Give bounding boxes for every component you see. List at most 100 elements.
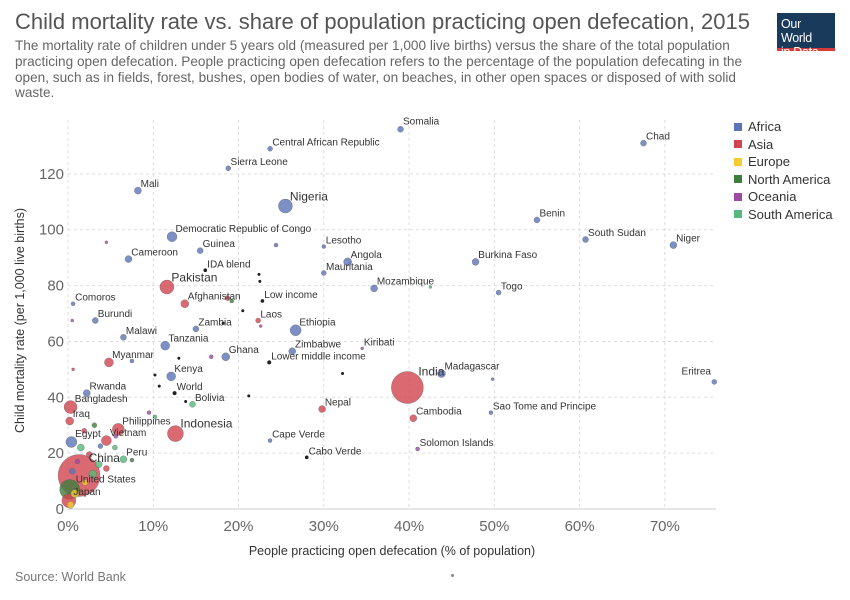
point-malawi[interactable] bbox=[120, 334, 127, 341]
point-kiribati[interactable] bbox=[360, 346, 364, 351]
point-solomon-islands[interactable] bbox=[415, 446, 420, 452]
point[interactable] bbox=[81, 479, 89, 486]
point-chad[interactable] bbox=[640, 139, 647, 147]
point-kenya[interactable] bbox=[166, 371, 176, 382]
point[interactable] bbox=[257, 272, 261, 276]
legend-item-africa[interactable]: Africa bbox=[734, 118, 833, 136]
point-sao-tome-and-principe[interactable] bbox=[488, 410, 494, 415]
point-afghanistan[interactable] bbox=[180, 299, 190, 308]
point[interactable] bbox=[74, 458, 81, 465]
point-myanmar[interactable] bbox=[104, 357, 114, 368]
point-democratic-republic-of-congo[interactable] bbox=[166, 231, 178, 242]
point[interactable] bbox=[88, 469, 97, 479]
point-sierra-leone[interactable] bbox=[225, 165, 232, 172]
point-guinea[interactable] bbox=[196, 247, 204, 254]
point-comoros[interactable] bbox=[70, 301, 76, 306]
point[interactable] bbox=[229, 298, 234, 304]
point[interactable] bbox=[129, 457, 135, 463]
point-ida-blend[interactable] bbox=[203, 268, 208, 273]
point-pakistan[interactable] bbox=[159, 279, 175, 295]
point[interactable] bbox=[221, 321, 225, 325]
legend-item-north-america[interactable]: North America bbox=[734, 171, 833, 189]
point-lesotho[interactable] bbox=[321, 244, 327, 249]
owid-logo[interactable]: Our World in Data bbox=[777, 13, 835, 59]
point[interactable] bbox=[146, 410, 152, 415]
point[interactable] bbox=[129, 358, 135, 364]
point[interactable] bbox=[224, 295, 231, 301]
point[interactable] bbox=[86, 451, 93, 458]
point-laos[interactable] bbox=[255, 317, 261, 324]
legend-item-oceania[interactable]: Oceania bbox=[734, 188, 833, 206]
point[interactable] bbox=[70, 318, 75, 323]
legend-item-europe[interactable]: Europe bbox=[734, 153, 833, 171]
point-cabo-verde[interactable] bbox=[304, 455, 309, 460]
point-world[interactable] bbox=[172, 391, 177, 396]
point-eritrea[interactable] bbox=[711, 379, 718, 385]
point[interactable] bbox=[77, 443, 85, 452]
point-indonesia[interactable] bbox=[167, 425, 184, 442]
point-nigeria[interactable] bbox=[278, 198, 293, 214]
point-tanzania[interactable] bbox=[160, 340, 170, 351]
point-cape-verde[interactable] bbox=[267, 438, 273, 443]
point-zambia[interactable] bbox=[192, 325, 200, 333]
point-cameroon[interactable] bbox=[124, 255, 133, 263]
point[interactable] bbox=[208, 354, 214, 360]
point-vietnam[interactable] bbox=[101, 435, 112, 446]
point-india[interactable] bbox=[391, 371, 424, 404]
point-benin[interactable] bbox=[533, 216, 541, 224]
point-south-sudan[interactable] bbox=[582, 236, 589, 243]
point-iraq[interactable] bbox=[65, 416, 74, 426]
point[interactable] bbox=[273, 242, 279, 248]
point-madagascar[interactable] bbox=[437, 369, 446, 378]
point-burundi[interactable] bbox=[92, 317, 99, 324]
point-mauritania[interactable] bbox=[321, 270, 327, 276]
point[interactable] bbox=[91, 422, 98, 428]
point-mozambique[interactable] bbox=[370, 284, 378, 293]
point-ethiopia[interactable] bbox=[289, 324, 302, 337]
point[interactable] bbox=[103, 465, 110, 472]
point[interactable] bbox=[341, 372, 345, 376]
point[interactable] bbox=[258, 279, 262, 283]
point[interactable] bbox=[66, 501, 75, 509]
point-angola[interactable] bbox=[343, 257, 352, 267]
point-nepal[interactable] bbox=[318, 405, 326, 413]
point-zimbabwe[interactable] bbox=[288, 347, 296, 355]
point[interactable] bbox=[71, 367, 75, 372]
source-note[interactable]: Source: World Bank bbox=[15, 570, 126, 584]
point[interactable] bbox=[70, 489, 80, 498]
point-burkina-faso[interactable] bbox=[471, 258, 480, 266]
point[interactable] bbox=[97, 443, 104, 449]
legend-item-asia[interactable]: Asia bbox=[734, 136, 833, 154]
point[interactable] bbox=[112, 444, 118, 451]
point-philippines[interactable] bbox=[112, 423, 125, 436]
point-peru[interactable] bbox=[119, 455, 128, 464]
point[interactable] bbox=[153, 373, 157, 377]
point[interactable] bbox=[428, 285, 433, 289]
point[interactable] bbox=[113, 434, 118, 439]
point-lower-middle-income[interactable] bbox=[267, 360, 272, 365]
point-ghana[interactable] bbox=[221, 352, 230, 362]
point-somalia[interactable] bbox=[397, 125, 404, 133]
point-low-income[interactable] bbox=[260, 299, 265, 303]
point[interactable] bbox=[157, 384, 161, 388]
point[interactable] bbox=[104, 240, 109, 245]
point-rwanda[interactable] bbox=[83, 389, 91, 397]
point-bangladesh[interactable] bbox=[63, 400, 78, 414]
point[interactable] bbox=[184, 399, 188, 403]
point[interactable] bbox=[81, 428, 87, 434]
point[interactable] bbox=[69, 468, 76, 475]
point-togo[interactable] bbox=[495, 289, 502, 296]
point[interactable] bbox=[241, 309, 245, 313]
point-niger[interactable] bbox=[669, 241, 678, 249]
point-bolivia[interactable] bbox=[189, 401, 196, 408]
point[interactable] bbox=[152, 414, 158, 420]
point[interactable] bbox=[94, 460, 103, 469]
point-central-african-republic[interactable] bbox=[267, 146, 273, 152]
point[interactable] bbox=[177, 356, 181, 360]
legend-item-south-america[interactable]: South America bbox=[734, 206, 833, 224]
point-egypt[interactable] bbox=[65, 436, 78, 448]
point[interactable] bbox=[247, 394, 251, 398]
point[interactable] bbox=[490, 377, 495, 381]
point[interactable] bbox=[258, 324, 263, 328]
